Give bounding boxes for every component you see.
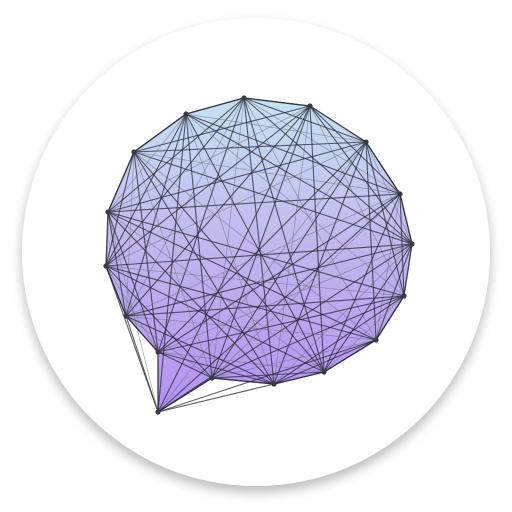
mesh-edge bbox=[125, 151, 135, 317]
mesh-edge bbox=[273, 339, 377, 385]
mesh-edge bbox=[157, 97, 245, 353]
mesh-node bbox=[155, 349, 161, 355]
mesh-edge bbox=[211, 339, 377, 379]
mesh-edge bbox=[105, 265, 377, 341]
mesh-node bbox=[373, 337, 379, 343]
mesh-edge bbox=[157, 193, 401, 353]
mesh-node bbox=[155, 409, 161, 415]
mesh-edge bbox=[107, 211, 377, 341]
mesh-edge bbox=[125, 315, 213, 379]
mesh-edge bbox=[157, 295, 405, 353]
mesh-edge bbox=[105, 113, 187, 267]
mesh-edge bbox=[375, 243, 413, 341]
mesh-edge bbox=[125, 315, 377, 341]
mesh-edge bbox=[185, 113, 405, 297]
mesh-edge bbox=[211, 105, 311, 379]
mesh-edge bbox=[157, 243, 413, 413]
mesh-node bbox=[321, 369, 327, 375]
mesh-edge bbox=[243, 97, 275, 385]
mesh-edge bbox=[105, 105, 311, 267]
mesh-edge bbox=[273, 105, 311, 385]
bubble-outline bbox=[105, 97, 413, 414]
mesh-edge bbox=[375, 193, 401, 341]
mesh-edge bbox=[133, 151, 213, 379]
mesh-edge bbox=[107, 97, 245, 213]
mesh-edge bbox=[323, 243, 413, 373]
mesh-edge bbox=[107, 105, 311, 213]
mesh-node bbox=[409, 241, 415, 247]
mesh-edge bbox=[157, 383, 275, 413]
mesh-edge bbox=[157, 141, 367, 413]
mesh-edge bbox=[185, 113, 275, 385]
mesh-edge bbox=[273, 141, 367, 385]
mesh-edge bbox=[133, 141, 367, 153]
mesh-edge bbox=[243, 97, 413, 245]
mesh-node bbox=[209, 375, 215, 381]
mesh-edge bbox=[133, 151, 275, 385]
mesh-node bbox=[131, 149, 137, 155]
mesh-edge bbox=[125, 315, 275, 385]
mesh-edge bbox=[107, 211, 127, 317]
mesh-edge bbox=[105, 265, 159, 353]
mesh-edge bbox=[157, 351, 325, 373]
mesh-edge bbox=[105, 151, 135, 267]
mesh-node bbox=[363, 139, 369, 145]
mesh-edges bbox=[105, 97, 413, 414]
mesh-edge bbox=[107, 113, 187, 213]
mesh-edge bbox=[125, 243, 413, 317]
mesh-edge bbox=[107, 211, 275, 385]
mesh-edge bbox=[157, 351, 275, 385]
mesh-edge bbox=[323, 193, 401, 373]
mesh-edge bbox=[107, 193, 401, 213]
mesh-edge bbox=[133, 105, 311, 153]
mesh-node bbox=[241, 95, 247, 101]
mesh-edge bbox=[309, 105, 325, 373]
mesh-edge bbox=[185, 113, 401, 195]
mesh-edge bbox=[105, 265, 159, 413]
mesh-nodes bbox=[103, 95, 415, 415]
mesh-edge bbox=[105, 265, 213, 379]
mesh-node bbox=[307, 103, 313, 109]
mesh-edge bbox=[365, 141, 413, 245]
mesh-node bbox=[397, 191, 403, 197]
mesh-edge bbox=[309, 105, 413, 245]
mesh-edge bbox=[133, 151, 413, 245]
mesh-edge bbox=[243, 97, 401, 195]
mesh-edge bbox=[157, 351, 213, 379]
mesh-edge bbox=[107, 211, 159, 353]
mesh-edge bbox=[157, 113, 187, 413]
mesh-edge bbox=[365, 141, 377, 341]
mesh-edge bbox=[133, 151, 377, 341]
mesh-edge bbox=[309, 105, 401, 195]
mesh-edge bbox=[243, 97, 325, 373]
mesh-edge bbox=[133, 151, 325, 373]
mesh-edge bbox=[211, 295, 405, 379]
mesh-edge bbox=[365, 141, 405, 297]
mesh-edge bbox=[105, 265, 325, 373]
mesh-edge bbox=[157, 141, 367, 353]
mesh-node bbox=[271, 381, 277, 387]
mesh-edge bbox=[273, 295, 405, 385]
mesh-node bbox=[401, 293, 407, 299]
mesh-edge bbox=[185, 113, 413, 245]
mesh-edge bbox=[133, 151, 159, 353]
mesh-node bbox=[123, 313, 129, 319]
mesh-edge bbox=[125, 113, 187, 317]
mesh-edge bbox=[105, 265, 405, 297]
mesh-edge bbox=[211, 141, 367, 379]
mesh-edge bbox=[157, 193, 401, 413]
mesh-node bbox=[105, 209, 111, 215]
mesh-edge bbox=[157, 105, 311, 413]
mesh-edge bbox=[185, 113, 213, 379]
mesh-node bbox=[183, 111, 189, 117]
mesh-edge bbox=[125, 295, 405, 317]
mesh-edge bbox=[185, 113, 367, 143]
mesh-node bbox=[103, 263, 109, 269]
mesh-edge bbox=[185, 113, 325, 373]
mesh-edge bbox=[105, 97, 245, 267]
mesh-edge bbox=[133, 151, 401, 195]
mesh-edge bbox=[107, 211, 405, 297]
